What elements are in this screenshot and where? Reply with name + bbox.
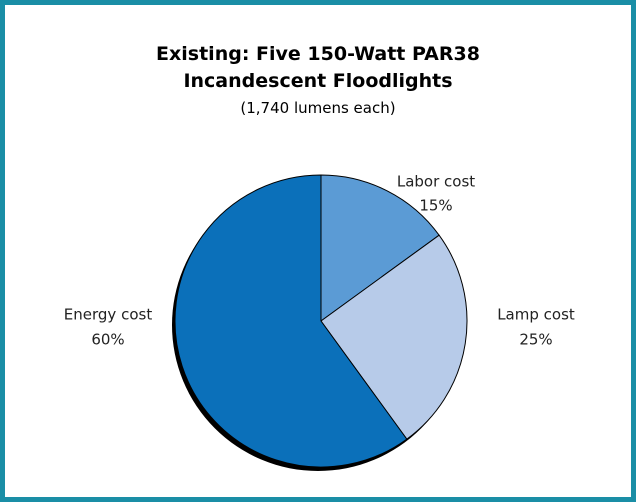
- slice-name: Labor cost: [397, 173, 475, 191]
- pie-slice: [174, 174, 408, 468]
- chart: Labor cost 15% Lamp cost 25% Energy cost 60%: [64, 173, 575, 471]
- slice-value-label: 60%: [91, 331, 124, 349]
- slice-value-label: 25%: [519, 331, 552, 349]
- pie-slice: [320, 174, 440, 322]
- slice-value-label: 15%: [419, 197, 452, 215]
- slice-name: Energy cost: [64, 306, 153, 324]
- slice-name: Lamp cost: [497, 306, 575, 324]
- pie-slice: [320, 234, 468, 440]
- chart-subtitle: (1,740 lumens each): [240, 99, 396, 117]
- chart-title: Existing: Five 150-Watt PAR38 Incandesce…: [156, 43, 480, 92]
